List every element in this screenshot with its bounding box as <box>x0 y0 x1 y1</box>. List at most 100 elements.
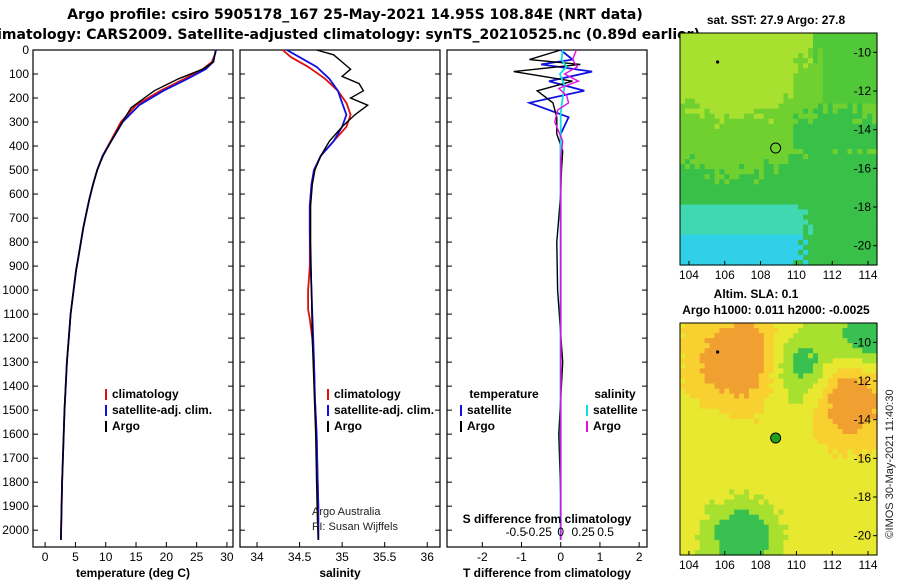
legend-label: Argo <box>467 419 495 433</box>
map-cell <box>798 439 804 445</box>
map-cell <box>719 118 725 125</box>
map-cell <box>724 103 730 110</box>
map-cell <box>714 159 720 165</box>
map-cell <box>788 333 794 339</box>
map-cell <box>822 234 829 241</box>
map-cell <box>684 333 691 339</box>
map-cell <box>837 229 844 236</box>
map-cell <box>699 229 706 236</box>
map-cell <box>739 549 745 556</box>
map-cell <box>714 499 720 506</box>
map-cell <box>842 204 849 211</box>
map-cell <box>822 534 829 541</box>
map-cell <box>847 363 853 369</box>
map-cell <box>798 174 804 180</box>
map-cell <box>812 323 819 329</box>
map-cell <box>724 113 730 120</box>
map-cell <box>734 78 740 85</box>
map-cell <box>862 58 868 64</box>
map-cell <box>773 189 780 195</box>
map-cell <box>704 194 711 201</box>
map-cell <box>734 433 740 440</box>
map-cell <box>714 549 720 556</box>
map-cell <box>872 53 878 59</box>
map-cell <box>778 358 785 364</box>
map-cell <box>763 138 770 145</box>
map-cell <box>748 93 755 100</box>
map-cell <box>753 259 760 266</box>
map-cell <box>778 133 785 140</box>
map-cell <box>748 408 755 415</box>
map-cell <box>793 439 799 445</box>
map-cell <box>758 123 765 130</box>
map-cell <box>699 219 706 226</box>
map-cell <box>852 469 858 475</box>
map-cell <box>842 189 849 195</box>
map-cell <box>739 53 745 59</box>
map-cell <box>808 479 814 485</box>
map-cell <box>842 514 849 521</box>
map-cell <box>714 189 720 195</box>
map-cell <box>822 123 829 130</box>
map-cell <box>709 509 716 516</box>
map-cell <box>808 204 814 211</box>
map-cell <box>689 123 696 130</box>
map-cell <box>803 388 809 395</box>
map-cell <box>822 53 829 59</box>
map-cell <box>729 338 735 344</box>
map-cell <box>729 418 735 425</box>
legend-label: satellite <box>593 403 638 417</box>
map-cell <box>684 368 691 375</box>
map-cell <box>768 224 775 231</box>
map-cell <box>783 123 789 130</box>
map-cell <box>709 184 716 190</box>
map-cell <box>837 88 844 95</box>
series-line-argo <box>309 49 370 540</box>
map-cell <box>734 73 740 79</box>
map-cell <box>753 113 760 120</box>
map-cell <box>763 38 770 44</box>
legend-label: Argo <box>593 419 621 433</box>
map-cell <box>832 474 839 480</box>
map-cell <box>709 108 716 115</box>
legend-label: satellite <box>467 403 512 417</box>
map-cell <box>689 484 696 491</box>
map-cell <box>694 159 701 165</box>
map-cell <box>704 254 711 261</box>
map-cell <box>862 358 868 364</box>
map-cell <box>778 353 785 359</box>
map-cell <box>817 184 824 190</box>
map-cell <box>689 368 696 375</box>
map-cell <box>680 469 686 475</box>
map-cell <box>684 224 691 231</box>
map-cell <box>862 323 868 329</box>
map-cell <box>709 454 716 460</box>
map-cell <box>753 108 760 115</box>
map-cell <box>684 63 691 69</box>
map-cell <box>768 169 775 175</box>
map-cell <box>684 229 691 236</box>
map-cell <box>773 323 780 329</box>
map-cell <box>709 489 716 496</box>
s-tick-label: -0.25 <box>525 525 553 539</box>
map-cell <box>847 338 853 344</box>
map-cell <box>832 128 839 135</box>
map-cell <box>857 474 863 480</box>
map-cell <box>832 529 839 536</box>
map-cell <box>783 484 789 491</box>
map-cell <box>812 98 819 105</box>
map-cell <box>684 439 691 445</box>
map-cell <box>734 403 740 410</box>
map-cell <box>734 398 740 405</box>
map-cell <box>684 33 691 39</box>
x-tick-label: 15 <box>129 550 143 564</box>
map-cell <box>832 509 839 516</box>
map-cell <box>788 143 794 150</box>
map-cell <box>872 194 878 201</box>
map-cell <box>862 199 868 206</box>
map-cell <box>822 383 829 390</box>
map-cell <box>699 333 706 339</box>
map-cell <box>778 519 785 526</box>
map-cell <box>817 524 824 531</box>
map-cell <box>719 519 725 526</box>
